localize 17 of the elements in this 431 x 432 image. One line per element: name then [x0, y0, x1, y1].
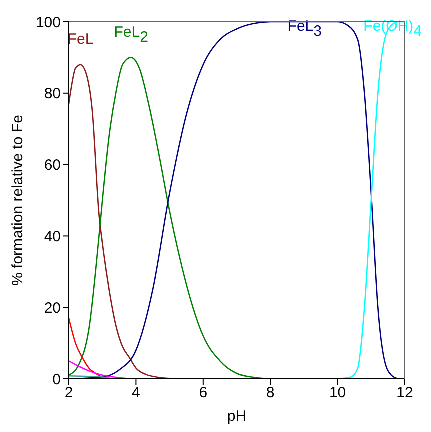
x-tick-label: 6: [199, 384, 208, 402]
y-tick-label: 40: [44, 228, 61, 246]
line-series: [69, 360, 130, 379]
line-series: [69, 64, 170, 379]
x-tick-label: 4: [132, 384, 140, 402]
y-axis-title: % formation relative to Fe: [9, 115, 26, 286]
x-tick-label: 2: [64, 384, 74, 402]
x-tick-label: 10: [329, 384, 346, 402]
y-tick-label: 100: [36, 14, 61, 32]
y-tick-label: 80: [44, 86, 61, 103]
y-tick-label: 60: [44, 157, 61, 174]
x-tick-label: 8: [266, 384, 275, 402]
y-tick-label: 0: [52, 371, 61, 388]
y-tick-label: 20: [44, 300, 61, 317]
x-axis-title: pH: [227, 408, 247, 425]
x-tick-label: 12: [396, 384, 414, 402]
line-series: [69, 57, 272, 379]
